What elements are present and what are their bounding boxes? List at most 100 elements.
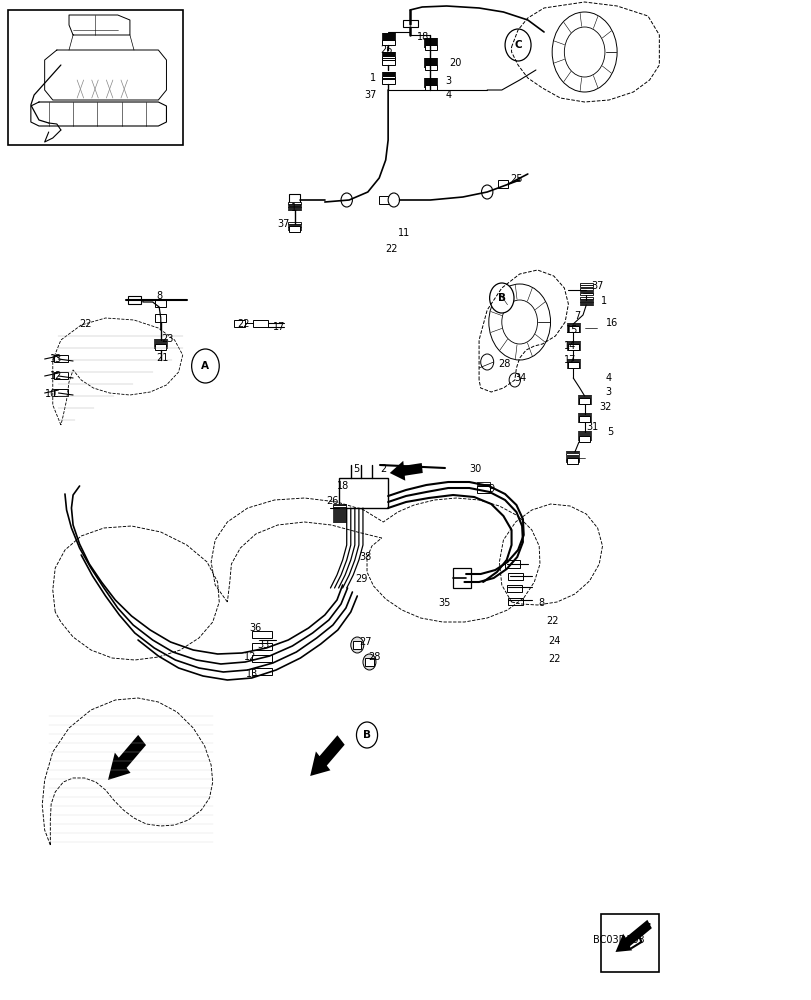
Bar: [476, 486, 489, 487]
Bar: [423, 86, 436, 87]
Bar: [423, 84, 436, 85]
Bar: [381, 54, 394, 55]
Bar: [566, 349, 579, 350]
Bar: [423, 64, 436, 65]
Circle shape: [564, 27, 604, 77]
Bar: [453, 568, 470, 588]
Bar: [155, 314, 166, 322]
Text: 27: 27: [359, 637, 371, 647]
Bar: [381, 33, 394, 34]
Bar: [288, 227, 301, 228]
Text: 3: 3: [445, 76, 452, 86]
Circle shape: [388, 193, 399, 207]
Bar: [508, 573, 522, 580]
Bar: [154, 347, 167, 348]
Bar: [333, 513, 345, 514]
Bar: [566, 341, 579, 342]
Bar: [333, 517, 345, 518]
Text: 17: 17: [272, 322, 285, 332]
Circle shape: [191, 349, 219, 383]
Text: 16: 16: [605, 318, 617, 328]
Bar: [154, 343, 167, 344]
Text: 18: 18: [416, 32, 428, 42]
Bar: [333, 511, 345, 512]
Text: BC03D103: BC03D103: [592, 935, 644, 945]
Circle shape: [341, 193, 352, 207]
Bar: [578, 416, 590, 422]
Text: A: A: [201, 361, 209, 371]
Bar: [577, 433, 590, 434]
Bar: [353, 641, 361, 649]
Text: 8: 8: [538, 598, 544, 608]
Bar: [288, 222, 301, 224]
Bar: [128, 296, 141, 304]
Circle shape: [489, 283, 513, 313]
Circle shape: [508, 373, 520, 387]
Text: 33: 33: [257, 640, 269, 650]
Text: 22: 22: [546, 616, 558, 626]
Text: 10: 10: [45, 389, 57, 399]
Bar: [577, 417, 590, 418]
Bar: [504, 560, 519, 568]
Text: 35: 35: [438, 598, 450, 608]
Bar: [288, 226, 301, 227]
Bar: [333, 515, 345, 516]
Bar: [381, 41, 394, 42]
Text: 1: 1: [369, 73, 375, 83]
Bar: [381, 80, 394, 82]
Text: 36: 36: [249, 623, 261, 633]
Bar: [381, 78, 394, 80]
Bar: [424, 85, 436, 90]
Bar: [577, 435, 590, 436]
Bar: [288, 209, 301, 210]
Bar: [566, 347, 579, 348]
Bar: [155, 299, 166, 307]
Bar: [333, 509, 345, 510]
Bar: [54, 355, 68, 362]
Bar: [577, 403, 590, 404]
Text: 30: 30: [469, 464, 481, 474]
Bar: [566, 331, 579, 332]
Bar: [424, 65, 436, 70]
Bar: [566, 329, 579, 330]
Text: 11: 11: [397, 228, 410, 238]
Bar: [566, 327, 579, 328]
Bar: [381, 52, 394, 53]
Bar: [497, 180, 508, 188]
Bar: [567, 362, 578, 368]
Text: 4: 4: [445, 90, 452, 100]
Text: 22: 22: [237, 319, 249, 329]
Bar: [365, 658, 373, 666]
Bar: [476, 487, 489, 488]
Text: 5: 5: [607, 427, 613, 437]
Bar: [154, 345, 167, 346]
Text: 2: 2: [380, 464, 386, 474]
Text: 1: 1: [600, 296, 607, 306]
Text: 32: 32: [599, 402, 611, 412]
Bar: [579, 304, 592, 305]
Text: 28: 28: [367, 652, 380, 662]
Text: 29: 29: [354, 574, 367, 584]
Text: C: C: [513, 40, 521, 50]
Bar: [288, 202, 301, 204]
Text: 22: 22: [79, 319, 91, 329]
Bar: [423, 78, 436, 79]
Bar: [507, 585, 521, 592]
Text: 8: 8: [156, 291, 162, 301]
Circle shape: [551, 12, 616, 92]
Bar: [577, 431, 590, 432]
Bar: [251, 643, 272, 650]
Text: 4: 4: [605, 373, 611, 383]
Bar: [423, 46, 436, 47]
Bar: [579, 288, 592, 290]
Bar: [288, 207, 301, 208]
Bar: [579, 283, 592, 285]
Bar: [381, 72, 394, 73]
Bar: [423, 38, 436, 39]
Circle shape: [501, 300, 537, 344]
Bar: [54, 372, 68, 379]
FancyArrow shape: [615, 920, 651, 952]
Bar: [577, 419, 590, 420]
Bar: [578, 436, 590, 442]
Bar: [424, 45, 436, 50]
